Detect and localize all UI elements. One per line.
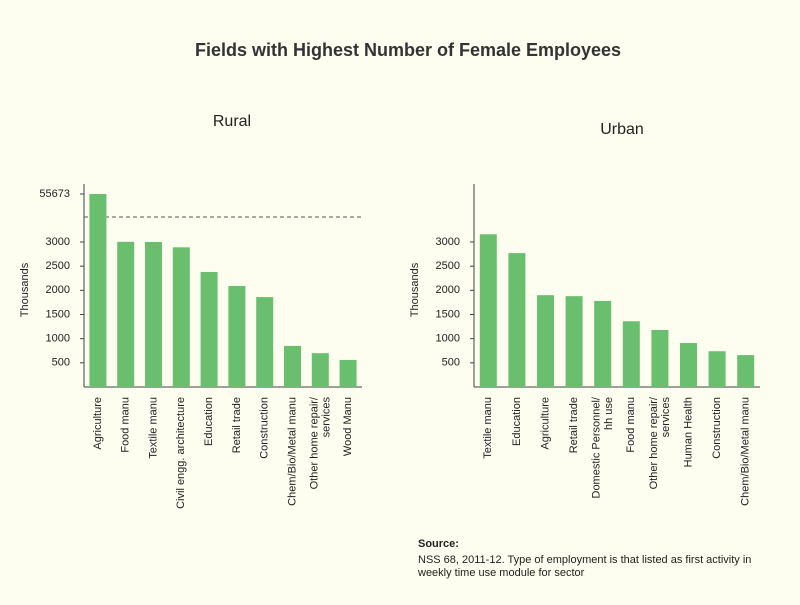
source-heading: Source: [418,538,459,550]
panel-title: Rural [213,113,251,130]
bar [737,355,755,387]
y-tick-label: 1500 [436,308,460,320]
bar [311,353,329,387]
y-axis-label: Thousands [19,262,31,317]
bar [622,321,640,387]
bar [200,271,218,387]
bar [339,359,357,387]
x-tick-label: Domestic Personnel/hh use [591,396,615,498]
bar [565,296,583,387]
x-tick-label: Textile manu [482,397,494,459]
y-tick-label: 55673 [39,188,70,200]
y-tick-label: 2000 [46,284,70,296]
y-tick-label: 2500 [46,260,70,272]
x-tick-label: Agriculture [539,397,551,450]
x-tick-label: Wood Manu [342,397,354,456]
y-tick-label: 1000 [46,333,70,345]
x-tick-label: Food manu [625,397,637,453]
y-tick-label: 1000 [436,333,460,345]
bar [651,329,669,387]
x-tick-label: Agriculture [92,397,104,450]
y-tick-label: 2500 [436,260,460,272]
bar [284,345,301,387]
y-tick-label: 2000 [436,284,460,296]
x-tick-label: Civil engg. architecture [175,397,187,509]
x-tick-label: Human Health [682,397,694,467]
x-tick-label: Food manu [120,397,132,453]
x-tick-label: Construction [259,397,271,459]
y-tick-label: 1500 [46,308,70,320]
source: Source: NSS 68, 2011-12. Type of employm… [418,538,788,580]
y-tick-label: 500 [52,357,70,369]
bar [89,194,107,387]
bar [479,234,497,387]
bar [256,297,274,387]
bar [537,295,554,387]
y-axis-label: Thousands [409,262,421,317]
x-tick-label: Textile manu [147,397,159,459]
panel-title: Urban [600,121,644,138]
y-tick-label: 3000 [436,236,460,248]
bar [228,285,246,387]
x-tick-label: Retail trade [568,397,580,453]
x-tick-label: Retail trade [231,397,243,453]
y-tick-label: 500 [442,357,460,369]
x-tick-label: Other home repair/services [308,396,332,489]
bar [594,300,612,387]
bar [117,241,135,387]
x-tick-label: Chem/Bio/Metal manu [286,397,298,506]
y-tick-label: 3000 [46,236,70,248]
x-tick-label: Education [511,397,523,446]
x-tick-label: Chem/Bio/Metal manu [740,397,752,506]
bar [172,247,190,387]
x-tick-label: Construction [711,397,723,459]
bar [708,351,726,387]
x-tick-label: Education [203,397,215,446]
bar [680,343,697,387]
x-tick-label: Other home repair/services [648,396,672,489]
page-title: Fields with Highest Number of Female Emp… [195,40,621,60]
bar [508,253,526,387]
source-text: NSS 68, 2011-12. Type of employment is t… [418,554,752,579]
bar [145,241,162,387]
